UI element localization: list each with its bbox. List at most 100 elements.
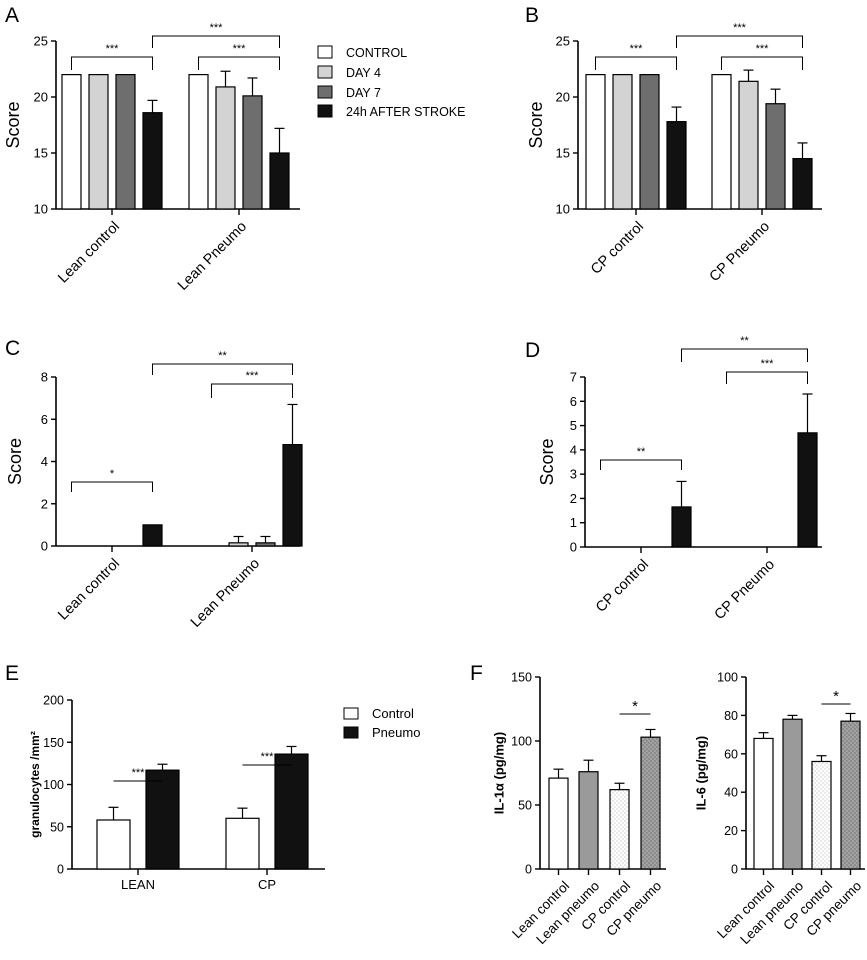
panel-letter-c: C	[5, 337, 20, 360]
significance-label-c: *	[110, 468, 115, 480]
y-axis-title-f1: IL-1α (pg/mg)	[491, 732, 506, 814]
significance-bracket-c	[152, 363, 293, 375]
bar-a-0-3	[142, 112, 163, 210]
y-tick-label-d: 4	[570, 442, 577, 457]
significance-label-a: ***	[233, 43, 247, 55]
y-tick-label-e: 200	[43, 694, 64, 708]
bar-c-1-1	[228, 542, 249, 547]
y-tick-label-d: 7	[570, 370, 577, 385]
bar-a-1-1	[215, 86, 236, 210]
x-tick-label-c: Lean Pneumo	[188, 556, 263, 631]
y-tick-label-f2: 20	[724, 824, 738, 838]
bar-c-0-3	[142, 524, 163, 547]
significance-bracket-d	[726, 371, 808, 384]
significance-label-e: ***	[132, 767, 146, 779]
legend-e-swatch-control	[343, 707, 359, 720]
y-tick-label-f2: 60	[724, 747, 738, 761]
bar-f2-3	[840, 720, 861, 870]
bar-b-0-3	[666, 121, 687, 210]
bar-b-0-0	[585, 73, 606, 210]
legend-label-day7: DAY 7	[346, 86, 381, 100]
bar-b-0-1	[612, 73, 633, 210]
significance-label-b: ***	[733, 22, 747, 34]
significance-label-f1: *	[632, 698, 638, 715]
significance-bracket-a	[198, 56, 280, 70]
legend-swatch-day4	[317, 65, 333, 79]
y-tick-label-e: 100	[43, 778, 64, 792]
x-tick-label-d: CP control	[593, 557, 652, 616]
y-tick-label-f2: 40	[724, 786, 738, 800]
y-tick-label-c: 8	[41, 370, 48, 385]
y-tick-label-e: 0	[57, 863, 64, 877]
y-tick-label-d: 6	[570, 394, 577, 409]
y-tick-label-c: 0	[41, 539, 48, 554]
y-tick-label-d: 5	[570, 418, 577, 433]
y-tick-label-e: 50	[50, 820, 64, 834]
bar-d-1-3	[797, 432, 818, 548]
bar-e-1-0	[225, 817, 260, 870]
bar-a-0-2	[115, 73, 136, 210]
y-tick-label-b: 15	[556, 146, 570, 161]
bar-c-1-2	[255, 542, 276, 547]
bar-b-0-2	[639, 73, 660, 210]
chart-b: 10 15 20 25 Score CP control CP Pneumo *** *** **…	[526, 22, 822, 285]
significance-bracket-b	[676, 35, 803, 48]
x-tick-label-a: Lean Pneumo	[175, 219, 250, 294]
y-tick-label-f1: 50	[518, 799, 532, 813]
y-tick-label-b: 25	[556, 34, 570, 49]
significance-bracket-d	[681, 348, 808, 362]
bar-b-1-0	[711, 73, 732, 210]
y-axis-title-b: Score	[526, 101, 546, 148]
legend-label-day4: DAY 4	[346, 66, 381, 80]
y-tick-label-e: 150	[43, 736, 64, 750]
bar-f1-1	[578, 771, 599, 870]
y-axis-title-d: Score	[537, 438, 557, 485]
significance-label-b: ***	[630, 43, 644, 55]
significance-label-a: ***	[106, 43, 120, 55]
y-tick-label-c: 6	[41, 412, 48, 427]
bar-d-0-3	[671, 506, 692, 548]
bar-e-0-1	[145, 769, 180, 870]
bar-a-1-2	[242, 95, 263, 210]
legend-label-24h: 24h AFTER STROKE	[346, 105, 465, 119]
x-tick-label-b: CP Pneumo	[707, 219, 773, 285]
y-tick-label-a: 15	[34, 146, 48, 161]
bar-a-0-0	[61, 73, 82, 210]
legend-swatch-control	[317, 45, 333, 59]
legend-e-swatch-pneumo	[343, 726, 359, 739]
significance-bracket-a	[71, 56, 153, 70]
bar-f2-0	[753, 737, 774, 870]
bar-f1-0	[548, 777, 569, 870]
y-tick-label-f1: 150	[511, 671, 532, 685]
legend-label-control: CONTROL	[346, 46, 407, 60]
y-tick-label-f1: 0	[525, 863, 532, 877]
significance-bracket-d	[600, 459, 682, 470]
y-axis-title-a: Score	[3, 101, 23, 148]
y-tick-label-c: 2	[41, 496, 48, 511]
significance-label-d: **	[637, 446, 646, 458]
significance-label-f2: *	[833, 688, 839, 705]
bar-b-1-2	[765, 103, 786, 210]
x-tick-label-e: LEAN	[121, 877, 155, 892]
panel-letter-a: A	[5, 4, 19, 27]
panel-letter-f: F	[470, 662, 483, 685]
bar-b-1-3	[792, 158, 813, 210]
bar-c-1-3	[282, 444, 303, 547]
significance-label-c: ***	[246, 370, 260, 382]
x-tick-label-b: CP control	[588, 219, 647, 278]
panel-letter-e: E	[5, 662, 19, 685]
significance-bracket-c	[211, 383, 293, 398]
y-axis-title-c: Score	[5, 438, 25, 485]
chart-a: 10 15 20 25 Score Lean control Lean Pneumo *** *…	[3, 22, 300, 294]
y-tick-label-f2: 100	[717, 671, 738, 685]
bar-f1-2	[609, 789, 630, 870]
x-tick-label-e: CP	[258, 877, 276, 892]
y-axis-title-e: granulocytes /mm²	[28, 731, 42, 838]
y-tick-label-a: 25	[34, 34, 48, 49]
